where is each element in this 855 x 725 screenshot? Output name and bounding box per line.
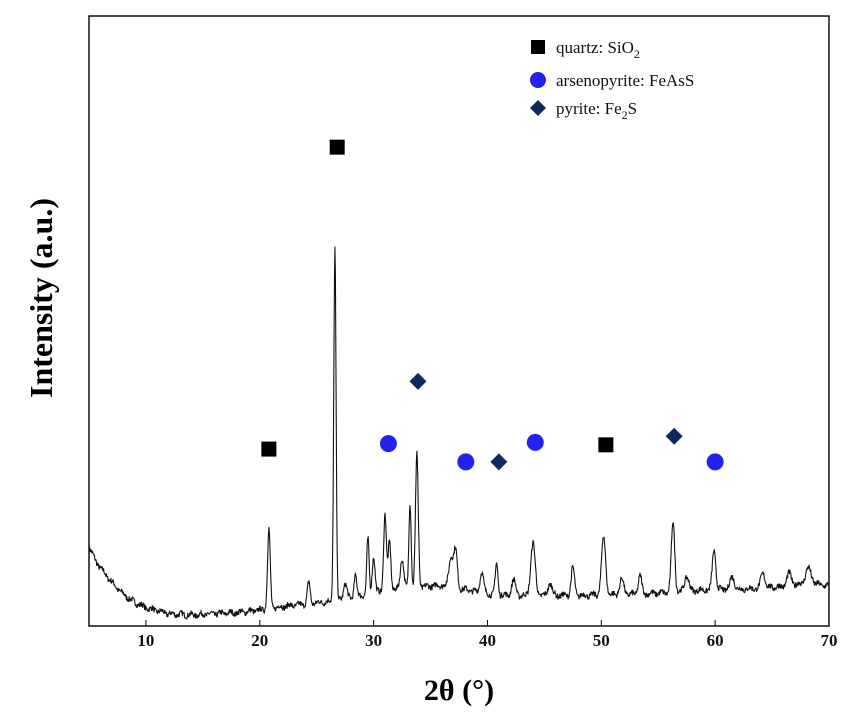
plot-frame bbox=[88, 15, 830, 627]
legend-pyrite-marker bbox=[530, 100, 546, 116]
x-tick-label: 30 bbox=[365, 631, 382, 650]
xrd-pattern-line bbox=[88, 246, 830, 620]
legend-arsenopyrite-marker bbox=[530, 72, 546, 88]
legend-quartz-label: quartz: SiO2 bbox=[556, 38, 640, 61]
quartz-peak-marker bbox=[329, 139, 345, 155]
pyrite-peak-marker bbox=[409, 372, 427, 390]
quartz-peak-marker bbox=[598, 437, 614, 453]
arsenopyrite-peak-marker bbox=[526, 433, 544, 451]
y-axis-title: Intensity (a.u.) bbox=[23, 198, 59, 398]
legend-arsenopyrite-label: arsenopyrite: FeAsS bbox=[556, 71, 694, 90]
x-tick-label: 20 bbox=[251, 631, 268, 650]
legend-pyrite-label: pyrite: Fe2S bbox=[556, 99, 637, 122]
x-tick-label: 10 bbox=[137, 631, 154, 650]
x-tick-label: 50 bbox=[593, 631, 610, 650]
x-axis-title: 2θ (°) bbox=[424, 674, 494, 707]
x-tick-label: 70 bbox=[821, 631, 838, 650]
x-tick-label: 40 bbox=[479, 631, 496, 650]
x-axis-ticks: 10 20 30 40 50 60 70 bbox=[137, 620, 838, 650]
legend: quartz: SiO2 arsenopyrite: FeAsS pyrite:… bbox=[530, 38, 694, 122]
quartz-peak-marker bbox=[261, 441, 277, 457]
arsenopyrite-peak-marker bbox=[457, 453, 475, 471]
pyrite-peak-marker bbox=[665, 427, 683, 445]
arsenopyrite-peak-marker bbox=[706, 453, 724, 471]
arsenopyrite-peak-marker bbox=[379, 435, 397, 453]
phase-markers bbox=[261, 139, 724, 471]
legend-quartz-marker bbox=[531, 40, 545, 54]
pyrite-peak-marker bbox=[490, 453, 508, 471]
x-tick-label: 60 bbox=[707, 631, 724, 650]
